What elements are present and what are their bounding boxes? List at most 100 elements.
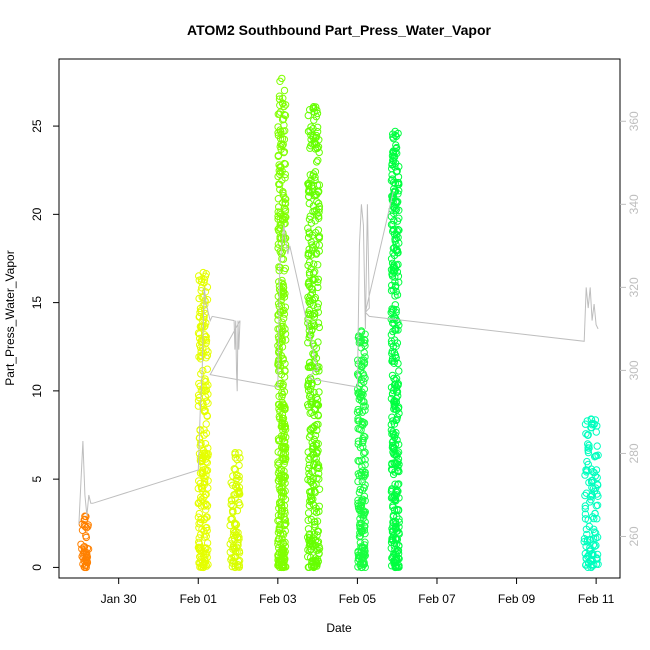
y-tick-label: 5 (30, 475, 44, 482)
data-point (313, 144, 321, 153)
data-point (307, 219, 316, 227)
data-point (354, 548, 362, 557)
data-point (278, 279, 286, 287)
data-point (231, 552, 240, 561)
data-point (588, 513, 597, 521)
data-point (231, 495, 239, 503)
data-point (281, 174, 289, 182)
data-point (197, 348, 206, 356)
data-point (312, 441, 320, 450)
plot-area: 0 5 10 15 20 25 260 280 300 320 340 360 Jan 30 Feb 01… (30, 58, 641, 606)
data-point (305, 271, 314, 279)
data-point (202, 544, 210, 552)
data-point (81, 563, 89, 572)
data-point (583, 431, 592, 439)
data-point (581, 471, 589, 479)
data-point (310, 411, 318, 420)
y-axis-label: Part_Press_Water_Vapor (3, 250, 17, 385)
data-point (315, 507, 323, 516)
data-point (309, 133, 317, 142)
data-point (312, 250, 320, 258)
data-point (199, 466, 207, 474)
data-point (280, 430, 288, 438)
data-point (357, 563, 366, 572)
data-point (235, 449, 243, 457)
data-point (314, 461, 323, 469)
series-0 (77, 512, 93, 572)
y-tick-label: 20 (30, 207, 44, 221)
data-point (393, 548, 401, 556)
data-point (203, 539, 212, 547)
data-point (391, 127, 399, 136)
data-point (584, 444, 592, 452)
data-point (394, 272, 403, 280)
data-point (305, 501, 314, 510)
data-point (308, 424, 316, 432)
data-point (360, 432, 368, 440)
data-point (361, 402, 369, 410)
data-point (230, 491, 238, 499)
data-point (388, 152, 397, 160)
data-point (308, 231, 317, 240)
data-point (392, 535, 400, 543)
data-point (277, 331, 285, 339)
data-point (591, 452, 600, 460)
data-point (230, 465, 239, 473)
data-point (354, 371, 362, 379)
data-point (359, 421, 367, 429)
data-point (305, 192, 313, 201)
data-point (387, 465, 396, 474)
data-point (389, 249, 397, 257)
data-point (194, 484, 203, 493)
data-point (200, 533, 208, 541)
x-tick-label: Feb 05 (339, 592, 377, 606)
data-point (360, 372, 368, 380)
series-1 (194, 268, 212, 572)
data-point (393, 388, 402, 396)
data-point (392, 406, 401, 414)
data-point (315, 323, 323, 332)
y2-tick-label: 280 (627, 443, 641, 463)
data-point (587, 423, 596, 432)
data-point (197, 502, 206, 510)
y2-tick-label: 260 (627, 526, 641, 546)
data-point (305, 199, 313, 208)
data-point (281, 206, 290, 214)
data-point (277, 510, 285, 518)
data-point (355, 457, 363, 466)
data-point (360, 541, 369, 549)
data-point (195, 509, 204, 518)
data-point (389, 503, 397, 511)
data-point (277, 550, 286, 558)
series-6 (387, 127, 403, 572)
data-point (195, 524, 203, 532)
data-point (593, 442, 601, 450)
data-point (200, 502, 208, 510)
data-point (305, 278, 313, 286)
data-point (280, 314, 288, 323)
data-point (278, 563, 286, 572)
data-point (200, 407, 209, 416)
data-point (391, 131, 400, 140)
data-point (392, 205, 401, 213)
data-point (314, 420, 322, 429)
data-point (274, 172, 282, 181)
series-4 (304, 103, 324, 572)
data-point (231, 563, 239, 572)
data-point (278, 419, 287, 427)
data-point (275, 180, 283, 189)
data-point (305, 185, 313, 194)
data-point (306, 477, 314, 485)
data-point (390, 399, 398, 407)
data-point (389, 156, 397, 165)
data-point (357, 511, 365, 519)
data-point (314, 143, 323, 151)
data-point (395, 467, 403, 476)
data-point (394, 326, 402, 334)
data-point (388, 443, 397, 452)
data-point (581, 502, 589, 510)
data-point (387, 308, 395, 317)
x-tick-label: Jan 30 (101, 592, 137, 606)
data-point (277, 539, 285, 548)
data-point (199, 366, 207, 375)
